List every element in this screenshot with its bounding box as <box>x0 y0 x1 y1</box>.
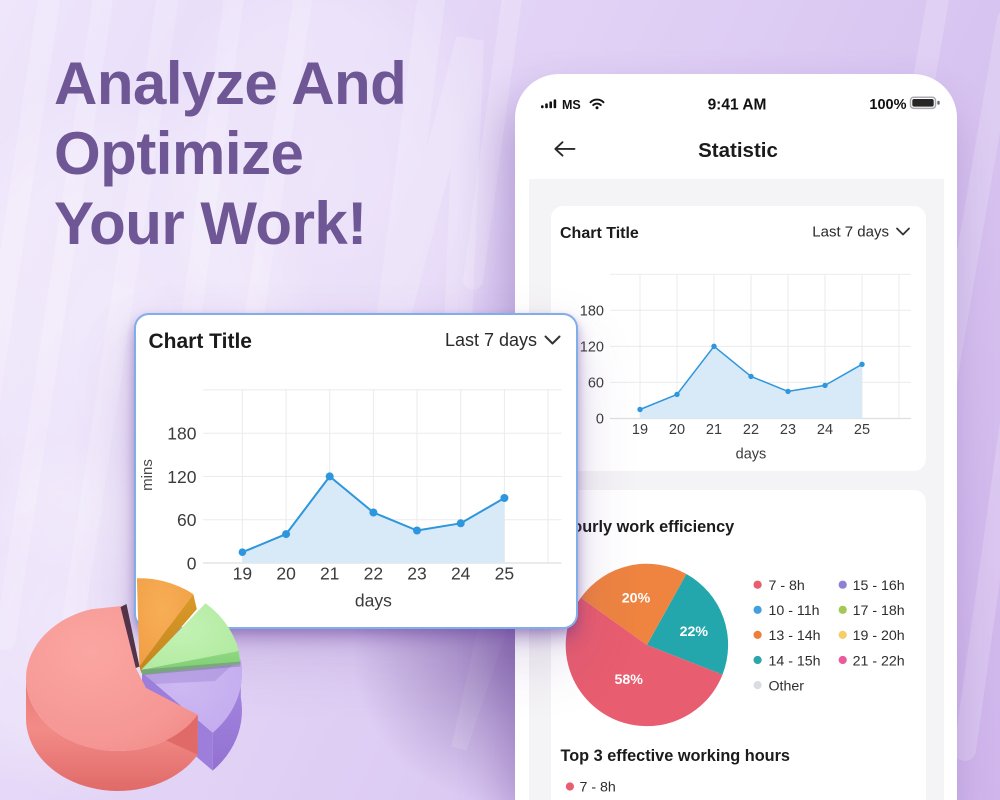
svg-text:22%: 22% <box>680 624 709 640</box>
svg-text:58%: 58% <box>614 672 643 688</box>
svg-text:17 - 18h: 17 - 18h <box>853 603 905 619</box>
svg-text:mins: mins <box>139 459 156 491</box>
svg-text:19: 19 <box>632 422 648 438</box>
svg-text:100%: 100% <box>869 97 906 113</box>
svg-text:20: 20 <box>276 564 296 584</box>
svg-text:MS: MS <box>562 98 581 112</box>
svg-text:13 - 14h: 13 - 14h <box>769 628 821 644</box>
svg-text:21: 21 <box>706 422 722 438</box>
svg-text:19: 19 <box>233 564 252 584</box>
svg-text:24: 24 <box>817 422 833 438</box>
svg-text:22: 22 <box>743 422 759 438</box>
svg-text:15 - 16h: 15 - 16h <box>853 578 905 594</box>
svg-text:180: 180 <box>580 304 604 320</box>
svg-text:Chart Title: Chart Title <box>560 225 639 242</box>
svg-text:23: 23 <box>407 564 426 584</box>
svg-text:Last 7 days: Last 7 days <box>445 330 537 350</box>
svg-text:25: 25 <box>854 422 870 438</box>
svg-text:22: 22 <box>364 564 383 584</box>
svg-text:20: 20 <box>669 422 685 438</box>
svg-text:60: 60 <box>588 376 604 392</box>
svg-text:Top 3 effective working hours: Top 3 effective working hours <box>561 747 790 765</box>
svg-text:20%: 20% <box>622 591 651 607</box>
svg-text:7 - 8h: 7 - 8h <box>769 578 805 594</box>
svg-text:180: 180 <box>167 424 196 444</box>
svg-text:Statistic: Statistic <box>698 139 778 162</box>
svg-text:9:41 AM: 9:41 AM <box>708 97 767 114</box>
svg-text:7 - 8h: 7 - 8h <box>580 779 616 795</box>
svg-text:120: 120 <box>167 467 196 487</box>
svg-text:0: 0 <box>187 553 197 573</box>
svg-text:10 - 11h: 10 - 11h <box>769 603 820 619</box>
svg-text:21 - 22h: 21 - 22h <box>853 653 905 669</box>
svg-text:days: days <box>355 591 392 611</box>
svg-text:25: 25 <box>495 564 514 584</box>
svg-text:19 - 20h: 19 - 20h <box>853 628 905 644</box>
svg-text:Chart Title: Chart Title <box>149 330 252 353</box>
svg-text:0: 0 <box>596 412 604 428</box>
svg-text:Last 7 days: Last 7 days <box>812 224 889 241</box>
svg-text:120: 120 <box>580 340 604 356</box>
svg-text:14 - 15h: 14 - 15h <box>769 653 821 669</box>
svg-text:60: 60 <box>177 510 197 530</box>
svg-text:23: 23 <box>780 422 796 438</box>
svg-text:24: 24 <box>451 564 471 584</box>
svg-text:21: 21 <box>320 564 339 584</box>
svg-text:Other: Other <box>769 678 805 694</box>
svg-text:Hourly work efficiency: Hourly work efficiency <box>561 518 735 536</box>
svg-text:days: days <box>736 447 767 463</box>
